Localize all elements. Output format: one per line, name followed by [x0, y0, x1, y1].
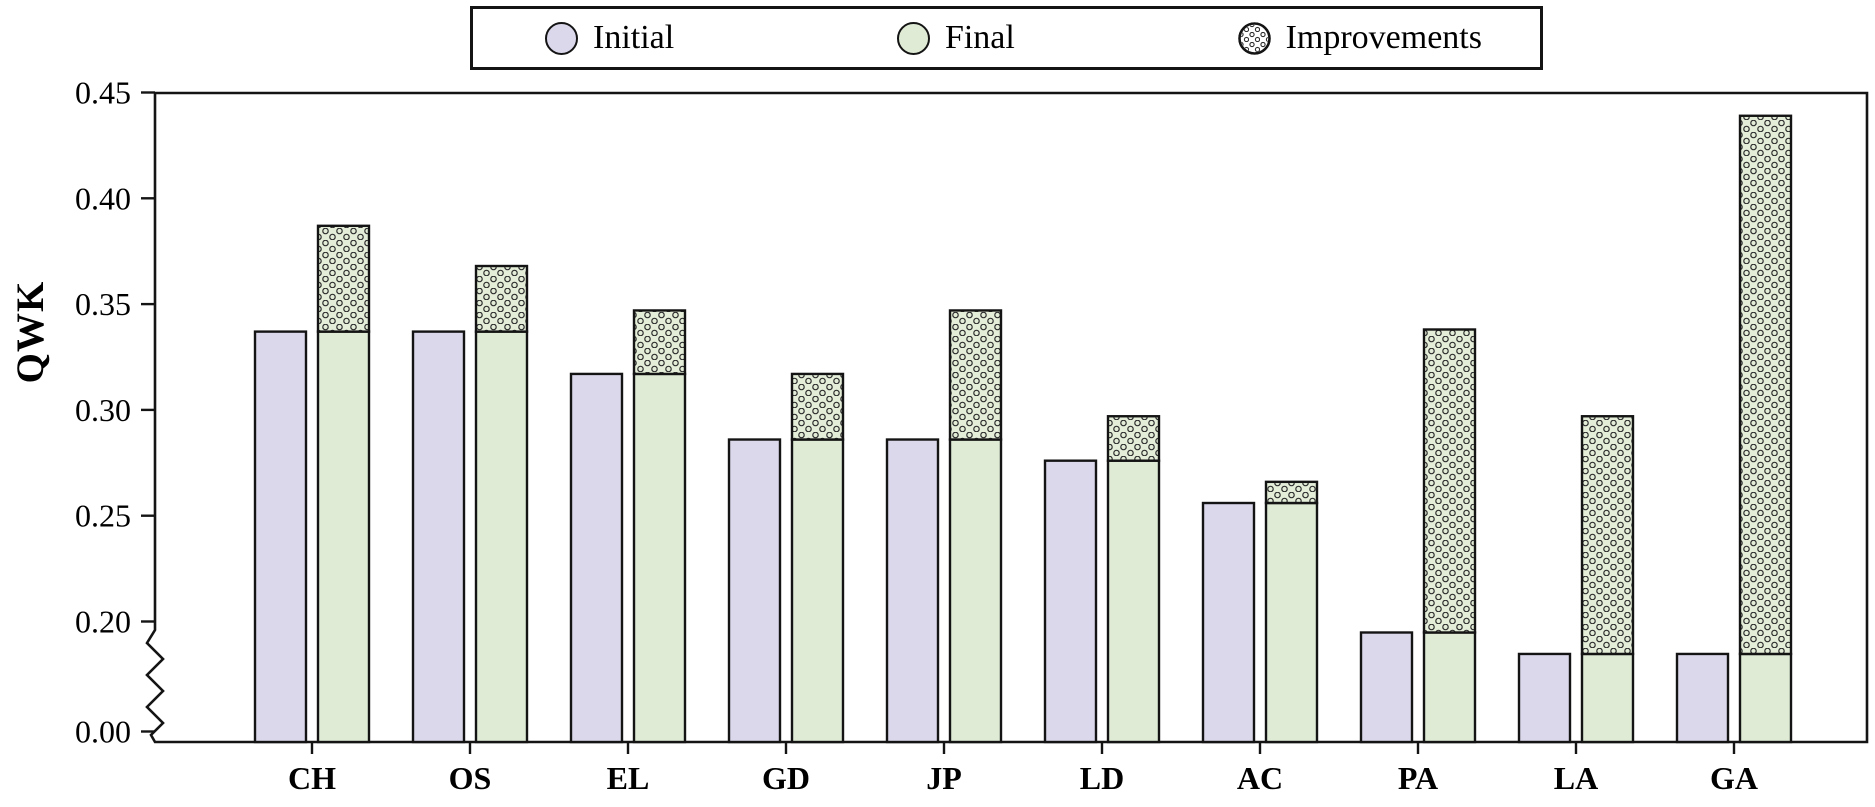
y-tick-label: 0.45: [75, 75, 131, 111]
x-tick-label-LA: LA: [1554, 760, 1598, 796]
bar-initial-AC: [1201, 501, 1256, 744]
x-tick-label-GA: GA: [1710, 760, 1758, 796]
x-tick-label-EL: EL: [607, 760, 650, 796]
bar-initial-EL: [569, 372, 624, 744]
y-tick-label: 0.35: [75, 286, 131, 322]
bar-initial-CH: [253, 330, 308, 744]
bar-improvement-AC: [1264, 480, 1319, 505]
bar-improvement-OS: [474, 264, 529, 333]
bar-final-OS: [474, 330, 529, 744]
bar-final-LA: [1580, 652, 1635, 744]
bar-improvement-PA: [1422, 328, 1477, 634]
bar-initial-OS: [411, 330, 466, 744]
y-tick-label: 0.00: [75, 714, 131, 750]
x-tick-label-OS: OS: [449, 760, 492, 796]
bar-improvement-LD: [1106, 415, 1161, 462]
bar-final-AC: [1264, 501, 1319, 744]
bar-improvement-GD: [790, 372, 845, 441]
bar-improvement-LA: [1580, 415, 1635, 656]
bar-final-PA: [1422, 631, 1477, 744]
final-circle-icon: [896, 21, 930, 55]
x-tick-label-PA: PA: [1398, 760, 1438, 796]
bar-initial-LA: [1517, 652, 1572, 744]
bar-improvement-CH: [316, 224, 371, 333]
initial-circle-icon: [545, 21, 578, 55]
legend-entry-final: Final: [896, 19, 1015, 56]
bar-final-EL: [632, 372, 687, 744]
bar-improvement-EL: [632, 309, 687, 376]
legend-label-initial: Initial: [593, 19, 675, 56]
bar-initial-PA: [1359, 631, 1414, 744]
legend: Initial Final Improvements: [470, 6, 1543, 70]
y-tick-label: 0.20: [75, 604, 131, 640]
bar-initial-JP: [885, 438, 940, 744]
y-tick-label: 0.40: [75, 180, 131, 216]
legend-entry-initial: Initial: [545, 21, 674, 55]
x-tick-label-JP: JP: [926, 760, 962, 796]
bar-initial-LD: [1043, 459, 1098, 744]
y-tick-label: 0.25: [75, 498, 131, 534]
bar-improvement-JP: [948, 309, 1003, 441]
bar-final-GA: [1738, 652, 1793, 744]
improvements-dotted-circle-icon: [1237, 21, 1271, 55]
bar-final-CH: [316, 330, 371, 744]
bar-final-JP: [948, 438, 1003, 744]
x-tick-label-CH: CH: [288, 760, 336, 796]
legend-entry-improvements: Improvements: [1237, 19, 1482, 56]
bar-initial-GA: [1675, 652, 1730, 744]
x-tick-label-AC: AC: [1237, 760, 1283, 796]
bar-initial-GD: [727, 438, 782, 744]
legend-label-final: Final: [944, 19, 1015, 56]
bar-improvement-GA: [1738, 114, 1793, 656]
bar-final-GD: [790, 438, 845, 744]
x-tick-label-GD: GD: [762, 760, 810, 796]
bar-final-LD: [1106, 459, 1161, 744]
legend-label-improvements: Improvements: [1285, 19, 1482, 56]
y-tick-label: 0.30: [75, 392, 131, 428]
x-tick-label-LD: LD: [1080, 760, 1124, 796]
plot-border-with-axis-break: [145, 91, 1869, 744]
